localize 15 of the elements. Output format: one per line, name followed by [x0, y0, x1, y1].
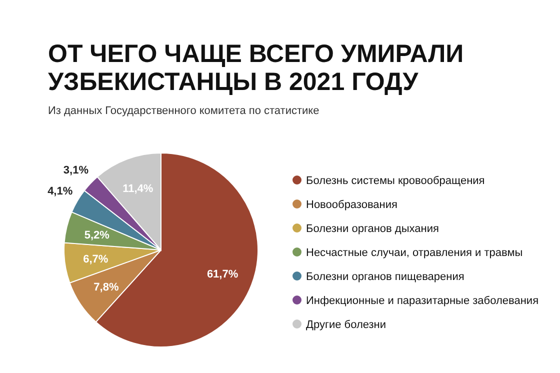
data-label: 61,7% — [206, 268, 238, 281]
legend-label: Болезни органов дыхания — [306, 222, 439, 235]
legend-label: Другие болезни — [306, 318, 386, 331]
legend-label: Несчастные случаи, отравления и травмы — [306, 246, 523, 259]
chart-title: ОТ ЧЕГО ЧАЩЕ ВСЕГО УМИРАЛИ УЗБЕКИСТАНЦЫ В 2021 ГОДУ — [48, 40, 464, 96]
data-label: 4,1% — [48, 186, 73, 198]
data-label: 7,8% — [94, 282, 119, 294]
chart-subtitle: Из данных Государственного комитета по статистике — [48, 105, 320, 117]
legend-label: Новообразования — [306, 198, 398, 211]
legend-label: Инфекционные и паразитарные заболевания — [306, 294, 539, 307]
legend-label: Болезнь системы кровообращения — [306, 174, 485, 187]
data-label: 3,1% — [63, 164, 89, 176]
data-label: 6,7% — [83, 254, 108, 266]
data-label: 5,2% — [84, 229, 110, 242]
legend-label: Болезни органов пищеварения — [306, 270, 464, 283]
